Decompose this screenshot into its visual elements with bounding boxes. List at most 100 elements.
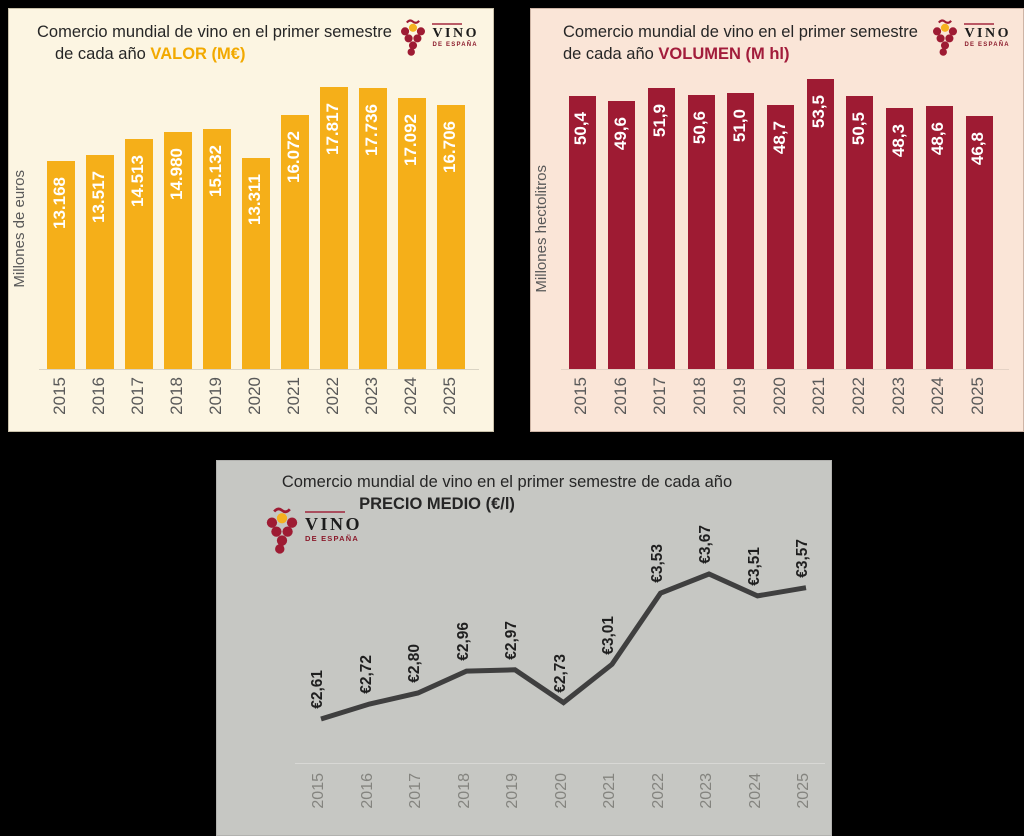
- point-value-label: €2,97: [503, 621, 520, 660]
- vino-de-espana-logo: VINO DE ESPAÑA: [930, 19, 1011, 56]
- precio-line-plot: €2,61 2015 €2,72 2016 €2,80 2017 €2,96 2018 €2,9…: [217, 461, 831, 835]
- volumen-chart-title: Comercio mundial de vino en el primer se…: [563, 21, 943, 66]
- bar: [203, 129, 231, 369]
- bar-value-label: 51,9: [650, 104, 670, 138]
- logo-text-block: VINO DE ESPAÑA: [964, 23, 1011, 48]
- x-axis-tick-label: 2025: [440, 377, 459, 415]
- bar: [47, 160, 75, 369]
- x-axis-tick-label: 2021: [601, 773, 618, 809]
- title-text: Comercio mundial de vino en el primer se…: [281, 473, 733, 491]
- x-axis-tick-label: 2024: [401, 377, 420, 415]
- bar-value-label: 53,5: [809, 95, 829, 129]
- title-text-line2: de cada año: [563, 45, 659, 64]
- x-axis-tick-label: 2022: [848, 377, 868, 415]
- point-value-label: €3,53: [648, 544, 666, 584]
- point-value-label: €3,01: [600, 615, 617, 655]
- x-axis-tick-label: 2015: [310, 773, 327, 809]
- bar-value-label: 50,5: [848, 111, 868, 145]
- point-value-label: €3,67: [697, 525, 714, 564]
- bar: [687, 95, 715, 369]
- bar: [727, 92, 755, 369]
- point-value-label: €2,80: [406, 644, 423, 683]
- bar-value-label: 15.132: [206, 145, 225, 198]
- grapes-icon: [266, 507, 298, 554]
- x-axis-line: [295, 763, 825, 764]
- x-axis-line: [39, 369, 479, 370]
- bar-value-label: 46,8: [968, 131, 987, 165]
- x-axis-tick-label: 2019: [206, 377, 225, 415]
- x-axis-tick-label: 2020: [245, 377, 264, 415]
- bar: [359, 88, 387, 369]
- title-text: Comercio mundial de vino en el primer se…: [563, 23, 918, 41]
- point-value-label: €2,96: [454, 622, 472, 662]
- bar-value-label: 48,3: [888, 123, 908, 157]
- bar-value-label: 16.072: [284, 130, 303, 183]
- x-axis-tick-label: 2022: [323, 377, 342, 415]
- x-axis-tick-label: 2025: [968, 377, 987, 415]
- volumen-bar-plot: 50,4 2015 49,6 2016 51,9 2017 50,6 2018 51,0 2019…: [531, 9, 1023, 431]
- bar: [925, 105, 953, 369]
- bar: [125, 139, 153, 369]
- bar: [608, 100, 636, 369]
- x-axis-tick-label: 2017: [407, 773, 424, 809]
- x-axis-tick-label: 2025: [795, 773, 812, 809]
- valor-chart-title: Comercio mundial de vino en el primer se…: [37, 21, 407, 66]
- logo-text-block: VINO DE ESPAÑA: [432, 23, 479, 48]
- bar: [86, 155, 114, 369]
- point-value-label: €3,51: [745, 547, 763, 586]
- x-axis-tick-label: 2016: [358, 773, 376, 809]
- title-text-line2: de cada año: [55, 45, 151, 64]
- vino-de-espana-logo: VINO DE ESPAÑA: [398, 19, 479, 56]
- x-axis-line: [561, 369, 1009, 370]
- title-text: Comercio mundial de vino en el primer se…: [37, 23, 392, 41]
- title-highlight-volumen: VOLUMEN (M hl): [658, 45, 790, 64]
- x-axis-tick-label: 2023: [698, 773, 715, 809]
- bar: [806, 79, 834, 369]
- x-axis-tick-label: 2015: [571, 377, 590, 415]
- bar: [965, 115, 993, 369]
- x-axis-tick-label: 2015: [50, 377, 69, 415]
- bar-value-label: 17.736: [362, 104, 381, 157]
- x-axis-tick-label: 2016: [610, 377, 630, 415]
- bar-value-label: 17.817: [323, 102, 342, 155]
- valor-chart-card: Comercio mundial de vino en el primer se…: [8, 8, 494, 432]
- logo-vino-text: VINO: [305, 514, 363, 534]
- logo-vino-text: VINO: [964, 26, 1011, 41]
- logo-de-espana-text: DE ESPAÑA: [432, 42, 478, 48]
- bar-value-label: 17.092: [401, 114, 420, 167]
- x-axis-tick-label: 2019: [729, 377, 749, 415]
- x-axis-tick-label: 2019: [504, 773, 521, 809]
- title-highlight-valor: VALOR (M€): [150, 45, 246, 64]
- bar: [398, 98, 426, 369]
- x-axis-tick-label: 2018: [167, 377, 186, 415]
- bar: [767, 105, 794, 369]
- grapes-icon: [933, 19, 958, 56]
- x-axis-tick-label: 2023: [888, 377, 908, 415]
- volumen-chart-card: Comercio mundial de vino en el primer se…: [530, 8, 1024, 432]
- logo-microtext-line: [305, 511, 345, 513]
- x-axis-tick-label: 2023: [362, 377, 381, 415]
- precio-chart-title: Comercio mundial de vino en el primer se…: [227, 471, 787, 516]
- bar-value-label: 51,0: [729, 108, 749, 142]
- x-axis-tick-label: 2016: [89, 377, 108, 415]
- bar-value-label: 14.513: [128, 155, 147, 208]
- point-value-label: €2,61: [309, 670, 326, 709]
- bar: [320, 86, 348, 369]
- logo-de-espana-text: DE ESPAÑA: [305, 534, 360, 543]
- bar-value-label: 49,6: [610, 116, 630, 150]
- point-value-label: €3,57: [794, 538, 811, 578]
- logo-microtext-line: [964, 23, 995, 25]
- precio-chart-card: Comercio mundial de vino en el primer se…: [216, 460, 832, 836]
- x-axis-tick-label: 2024: [928, 377, 948, 415]
- point-value-label: €2,72: [357, 655, 375, 694]
- title-highlight-precio: PRECIO MEDIO (€/l): [359, 495, 515, 514]
- logo-vino-text: VINO: [432, 26, 479, 41]
- bar-value-label: 13.517: [89, 171, 108, 223]
- x-axis-tick-label: 2017: [650, 377, 670, 415]
- bar: [242, 158, 270, 369]
- bar: [437, 104, 465, 369]
- bar-value-label: 16.706: [440, 120, 459, 173]
- point-value-label: €2,73: [551, 653, 569, 693]
- bar-value-label: 50,6: [690, 111, 710, 145]
- logo-de-espana-text: DE ESPAÑA: [964, 42, 1010, 48]
